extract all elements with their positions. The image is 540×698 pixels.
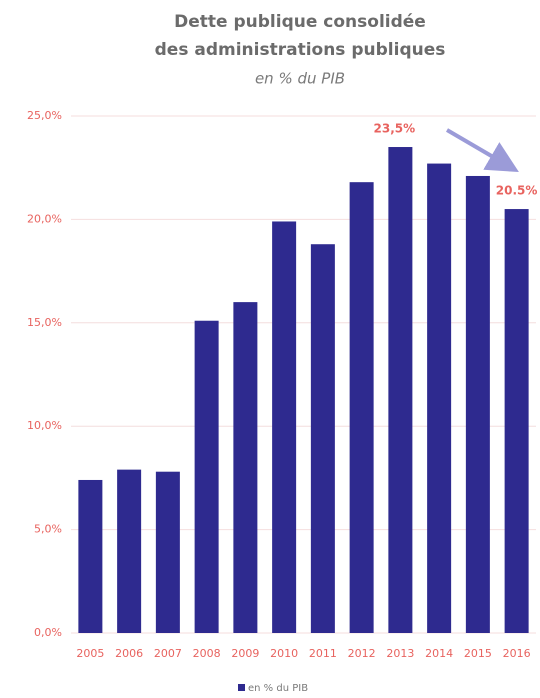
bar — [233, 302, 258, 633]
data-label: 23,5% — [374, 122, 416, 136]
x-tick-label: 2008 — [193, 647, 221, 660]
x-tick-label: 2013 — [386, 647, 414, 660]
y-tick-label: 20,0% — [27, 212, 62, 225]
x-tick-label: 2014 — [425, 647, 453, 660]
y-tick-label: 15,0% — [27, 316, 62, 329]
y-tick-label: 5,0% — [34, 523, 62, 536]
bar — [427, 163, 452, 633]
x-tick-label: 2007 — [154, 647, 182, 660]
x-tick-label: 2016 — [503, 647, 531, 660]
bar — [388, 147, 413, 633]
bar — [117, 469, 142, 633]
chart-title: Dette publique consolidée — [174, 12, 426, 32]
x-tick-label: 2012 — [348, 647, 376, 660]
bar — [310, 244, 335, 633]
trend-arrow — [445, 128, 519, 173]
bar — [272, 221, 297, 633]
y-tick-label: 25,0% — [27, 109, 62, 122]
x-tick-label: 2011 — [309, 647, 337, 660]
x-tick-label: 2015 — [464, 647, 492, 660]
bar — [194, 320, 219, 633]
x-tick-label: 2010 — [270, 647, 298, 660]
bar — [504, 209, 529, 633]
x-tick-label: 2005 — [76, 647, 104, 660]
bar — [465, 175, 490, 634]
legend-label: en % du PIB — [248, 683, 308, 694]
chart-subtitle: en % du PIB — [255, 70, 345, 88]
legend-swatch — [238, 684, 245, 691]
y-tick-label: 10,0% — [27, 419, 62, 432]
x-tick-label: 2009 — [231, 647, 259, 660]
bar — [155, 471, 180, 633]
bar — [349, 182, 374, 633]
x-tick-label: 2006 — [115, 647, 143, 660]
y-tick-label: 0,0% — [34, 626, 62, 639]
chart-title: des administrations publiques — [155, 40, 446, 60]
bar — [78, 479, 103, 633]
data-label: 20.5% — [496, 184, 538, 198]
